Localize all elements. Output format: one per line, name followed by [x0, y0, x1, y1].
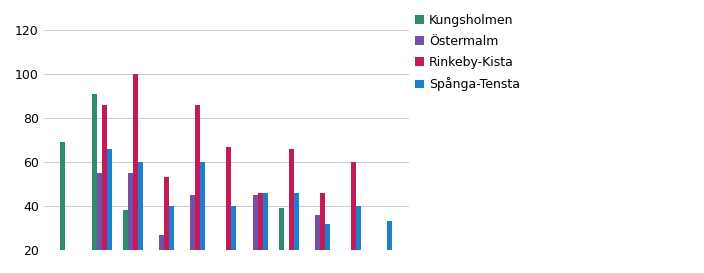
- Bar: [387, 221, 392, 250]
- Bar: [279, 208, 284, 250]
- Bar: [138, 162, 143, 250]
- Bar: [200, 162, 205, 250]
- Bar: [96, 173, 101, 250]
- Bar: [195, 105, 200, 250]
- Bar: [127, 173, 133, 250]
- Bar: [164, 177, 169, 250]
- Bar: [351, 162, 356, 250]
- Bar: [315, 215, 320, 250]
- Bar: [232, 206, 237, 250]
- Legend: Kungsholmen, Östermalm, Rinkeby-Kista, Spånga-Tensta: Kungsholmen, Östermalm, Rinkeby-Kista, S…: [415, 14, 520, 91]
- Bar: [61, 142, 65, 250]
- Bar: [190, 195, 195, 250]
- Bar: [320, 193, 325, 250]
- Bar: [289, 149, 294, 250]
- Bar: [263, 193, 268, 250]
- Bar: [356, 206, 361, 250]
- Bar: [227, 147, 232, 250]
- Bar: [159, 235, 164, 250]
- Bar: [106, 149, 111, 250]
- Bar: [325, 224, 330, 250]
- Bar: [133, 74, 138, 250]
- Bar: [169, 206, 174, 250]
- Bar: [92, 94, 96, 250]
- Bar: [253, 195, 258, 250]
- Bar: [294, 193, 298, 250]
- Bar: [101, 105, 106, 250]
- Bar: [122, 210, 127, 250]
- Bar: [258, 193, 263, 250]
